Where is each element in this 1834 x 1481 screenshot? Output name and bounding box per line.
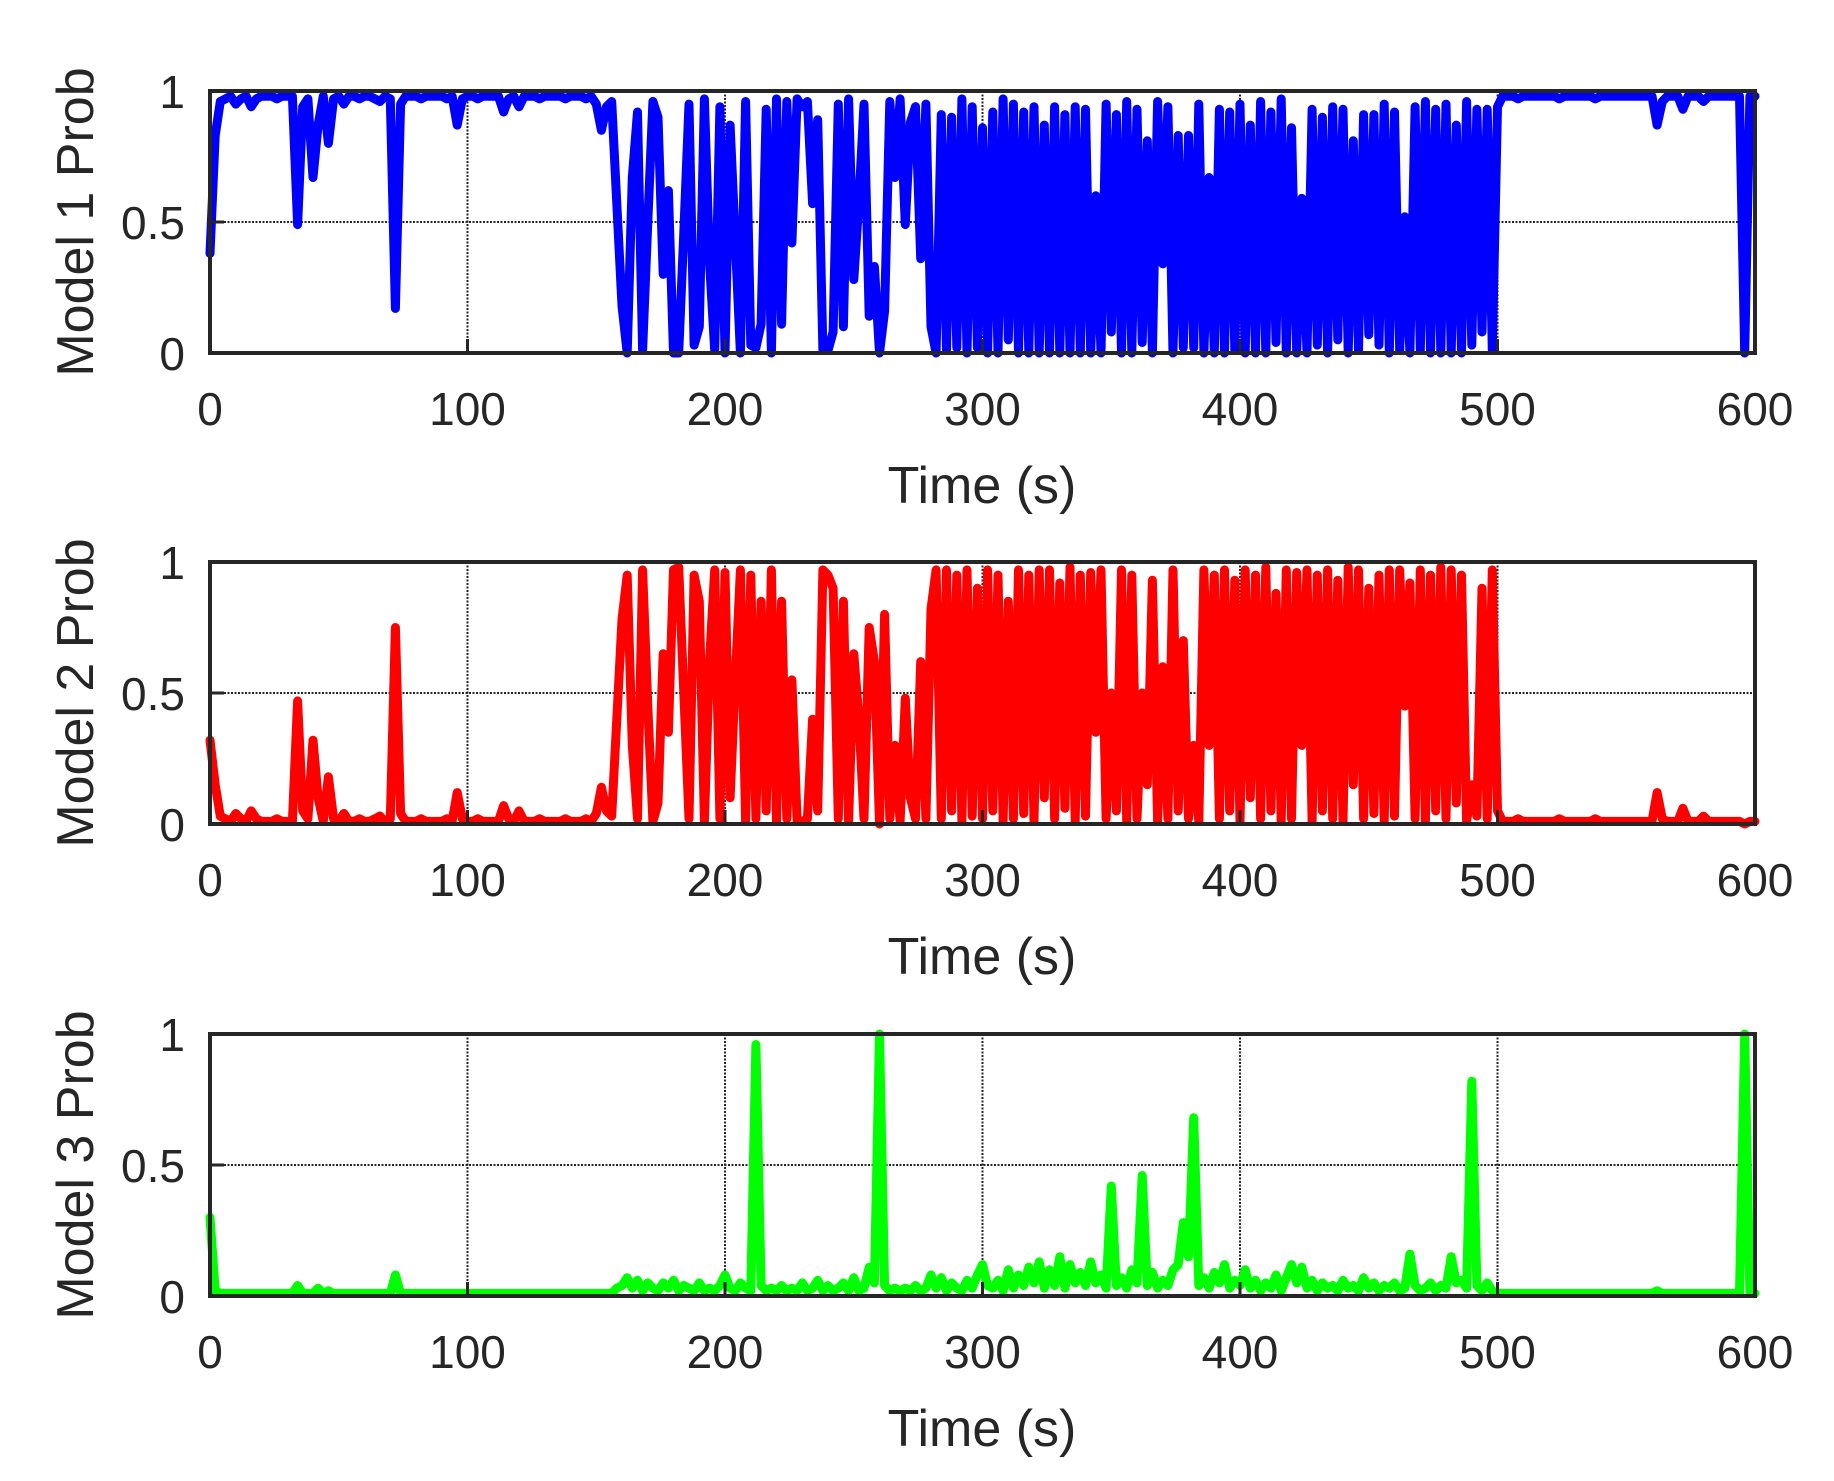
y-tick-labels: 00.51: [121, 537, 224, 851]
y-tick-label: 0.5: [121, 197, 185, 249]
y-tick-labels: 00.51: [121, 1009, 224, 1323]
x-tick-label: 600: [1717, 1326, 1794, 1378]
x-tick-label: 100: [429, 854, 506, 906]
x-axis-label: Time (s): [888, 457, 1077, 515]
probability-line: [205, 91, 1760, 358]
y-tick-label: 1: [159, 1009, 185, 1061]
x-tick-label: 200: [687, 854, 764, 906]
x-tick-label: 400: [1202, 1326, 1279, 1378]
x-tick-label: 500: [1459, 383, 1536, 435]
y-tick-label: 0: [159, 328, 185, 380]
y-tick-label: 1: [159, 537, 185, 589]
y-tick-label: 1: [159, 66, 185, 118]
y-tick-labels: 00.51: [121, 66, 224, 380]
x-tick-label: 300: [944, 383, 1021, 435]
y-axis-label: Model 1 Prob: [47, 67, 105, 376]
y-tick-label: 0: [159, 799, 185, 851]
x-tick-label: 300: [944, 1326, 1021, 1378]
y-tick-label: 0: [159, 1271, 185, 1323]
y-tick-label: 0.5: [121, 1140, 185, 1192]
x-tick-label: 200: [687, 383, 764, 435]
grid-lines: [210, 1034, 1755, 1296]
x-tick-label: 100: [429, 1326, 506, 1378]
y-tick-label: 0.5: [121, 668, 185, 720]
x-tick-label: 0: [197, 383, 223, 435]
x-tick-label: 200: [687, 1326, 764, 1378]
x-tick-label: 400: [1202, 383, 1279, 435]
x-tick-label: 0: [197, 854, 223, 906]
probability-line: [205, 562, 1760, 829]
y-axis-label: Model 3 Prob: [47, 1010, 105, 1319]
x-axis-label: Time (s): [888, 928, 1077, 986]
y-axis-label: Model 2 Prob: [47, 538, 105, 847]
model-2-probability-line: [205, 562, 1760, 829]
x-tick-label: 500: [1459, 854, 1536, 906]
x-axis-label: Time (s): [888, 1400, 1077, 1458]
x-tick-label: 400: [1202, 854, 1279, 906]
subplot-model-3: 00.51 0 100 200 300 400 500 600 Time (s) Model…: [47, 1009, 1793, 1458]
subplot-model-2: 00.51 0 100 200 300 400 500 600 Time (s) Model…: [47, 537, 1793, 986]
x-tick-labels: 0 100 200 300 400 500 600: [197, 1282, 1793, 1378]
x-tick-label: 500: [1459, 1326, 1536, 1378]
x-tick-label: 300: [944, 854, 1021, 906]
model-1-probability-line: [205, 91, 1760, 358]
x-tick-labels: 0 100 200 300 400 500 600: [197, 339, 1793, 435]
x-tick-label: 0: [197, 1326, 223, 1378]
subplot-model-1: 00.51 0 100 200 300 400 500 600 Time (s) Model…: [47, 66, 1793, 515]
x-tick-label: 600: [1717, 383, 1794, 435]
x-tick-labels: 0 100 200 300 400 500 600: [197, 810, 1793, 906]
x-tick-label: 600: [1717, 854, 1794, 906]
x-tick-label: 100: [429, 383, 506, 435]
